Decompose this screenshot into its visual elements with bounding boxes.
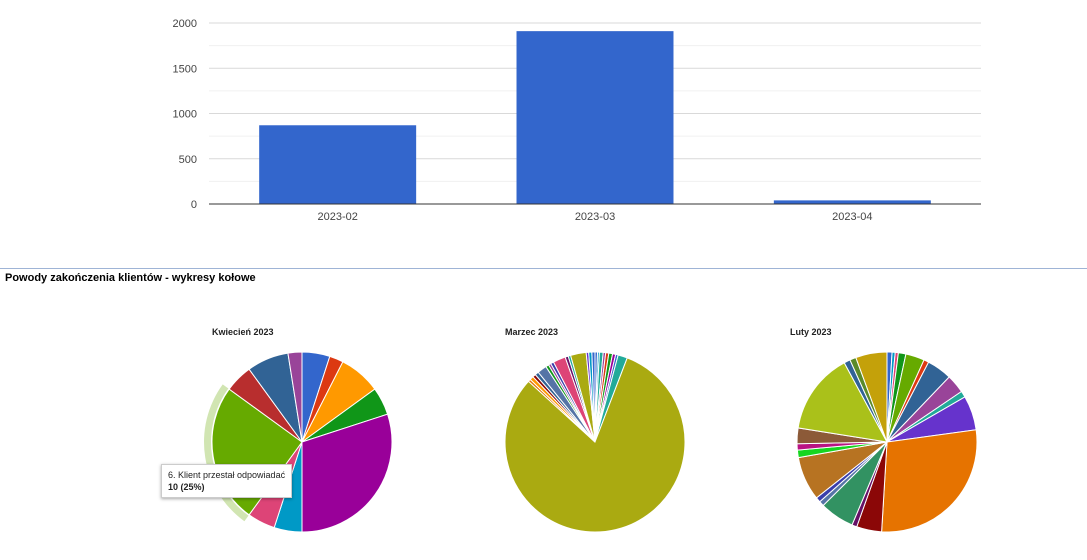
y-tick-label: 1000	[173, 109, 197, 121]
pie-slice[interactable]	[591, 351, 596, 443]
bar-2023-02[interactable]	[259, 125, 417, 204]
y-tick-label: 2000	[173, 18, 197, 30]
section-divider	[0, 268, 1087, 269]
y-tick-label: 0	[191, 199, 197, 211]
tooltip-value: 10 (25%)	[168, 482, 205, 492]
x-tick-label: 2023-03	[575, 211, 615, 223]
pie-chart-luty[interactable]	[787, 342, 987, 542]
pie-slice[interactable]	[287, 351, 303, 443]
pie-title-luty: Luty 2023	[790, 327, 832, 337]
pie-slice[interactable]	[301, 413, 393, 533]
pie-tooltip: 6. Klient przestał odpowiadać 10 (25%)	[161, 464, 293, 498]
tooltip-label: 6. Klient przestał odpowiadać	[168, 470, 286, 480]
pie-title-kwiecien: Kwiecień 2023	[212, 327, 274, 337]
bar-2023-03[interactable]	[516, 31, 674, 204]
bar-2023-04[interactable]	[773, 200, 931, 204]
y-tick-label: 1500	[173, 63, 197, 75]
section-title: Powody zakończenia klientów - wykresy ko…	[5, 272, 256, 284]
pie-title-marzec: Marzec 2023	[505, 327, 559, 337]
pie-slice[interactable]	[797, 362, 888, 443]
pie-chart-kwiecien[interactable]	[202, 342, 402, 542]
x-tick-label: 2023-04	[832, 211, 872, 223]
pie-chart-marzec[interactable]	[495, 342, 695, 542]
bar-chart: 0 500 1000 1500 2000 2023-02 2023-03 2023-04	[173, 18, 981, 223]
y-tick-label: 500	[179, 154, 197, 166]
x-tick-label: 2023-02	[317, 211, 357, 223]
pie-slice[interactable]	[855, 351, 888, 443]
pie-slice[interactable]	[881, 429, 978, 533]
